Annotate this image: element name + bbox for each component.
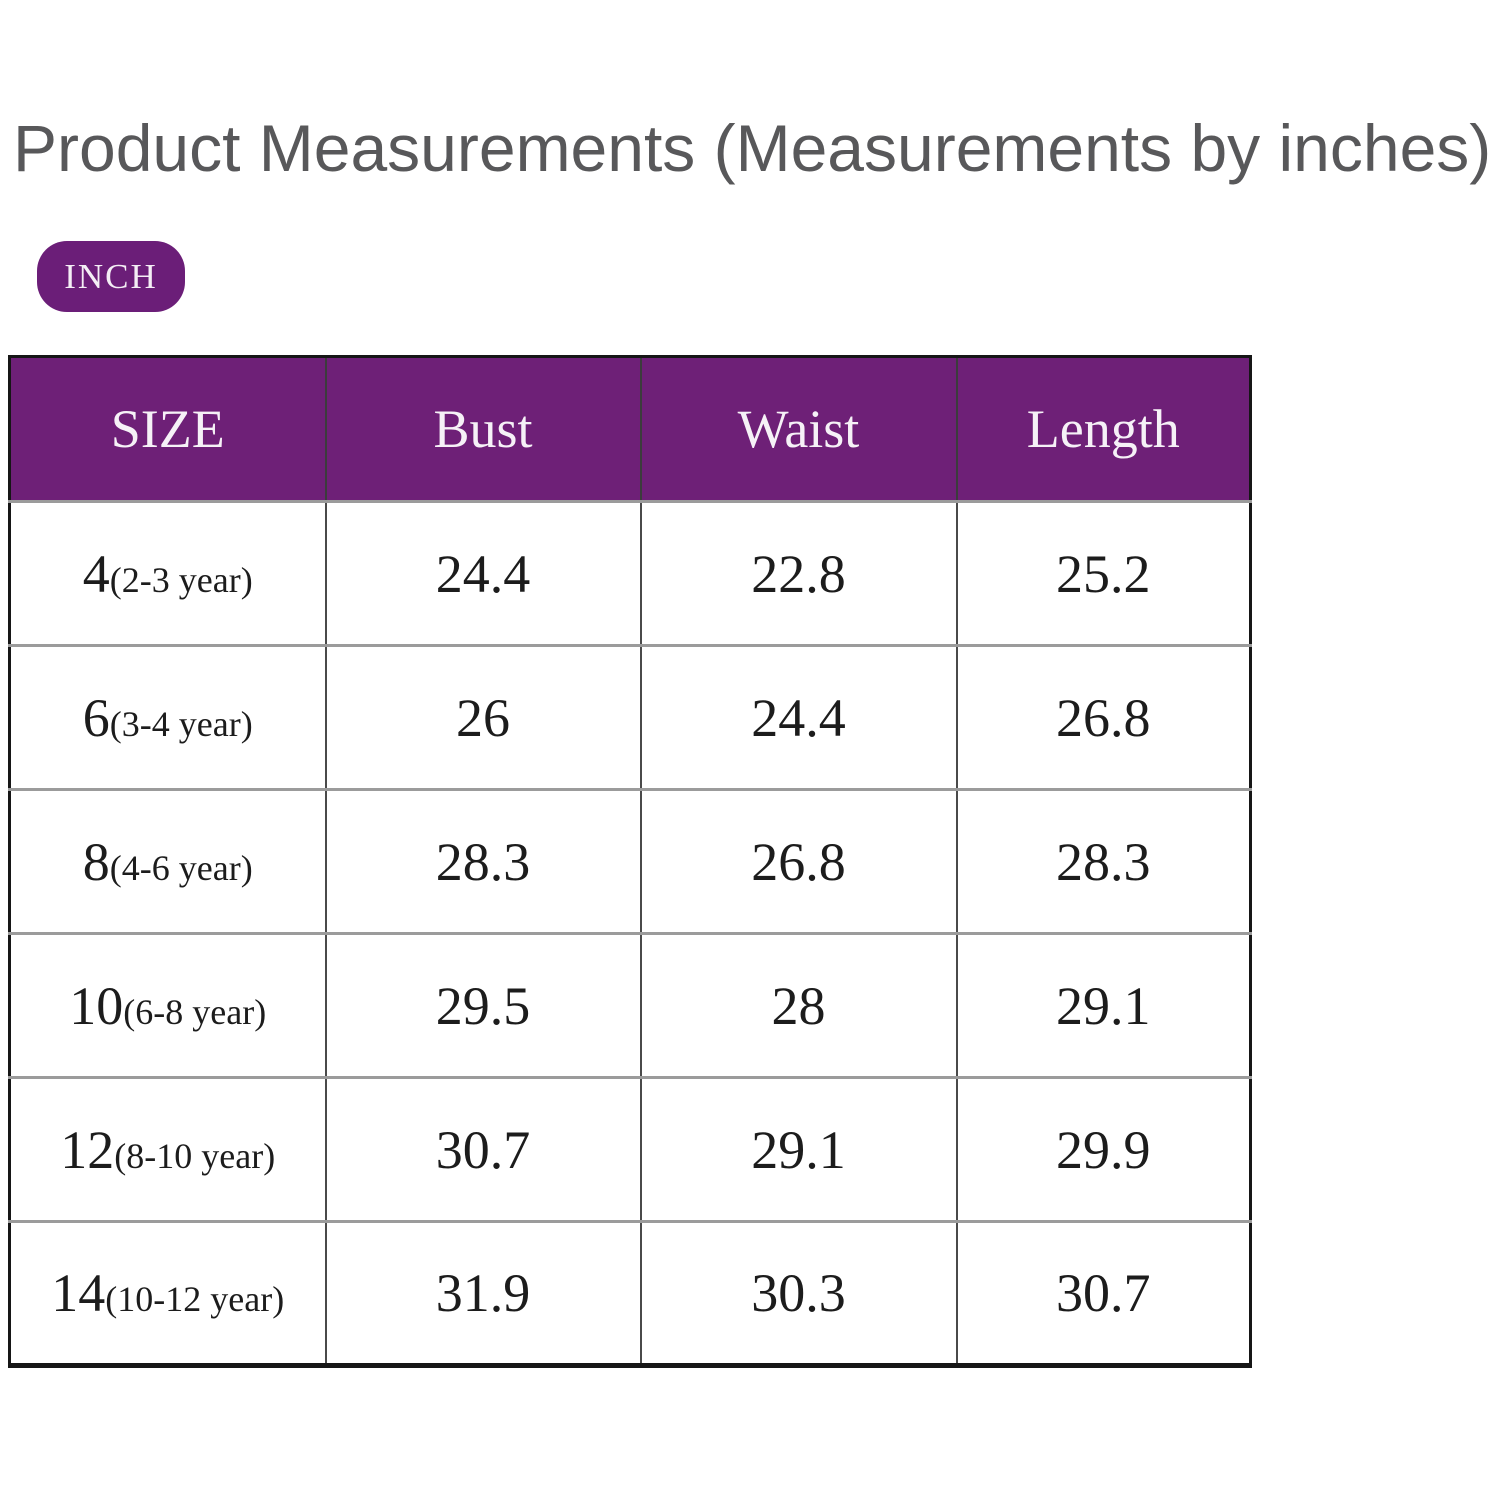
- bust-cell: 30.7: [324, 1076, 641, 1222]
- size-number: 6: [82, 687, 110, 748]
- waist-cell: 24.4: [639, 644, 957, 790]
- column-header-waist: Waist: [639, 356, 957, 502]
- column-header-bust: Bust: [324, 356, 641, 502]
- table-row: 8(4-6 year) 28.3 26.8 28.3: [9, 788, 1251, 934]
- table-row: 10(6-8 year) 29.5 28 29.1: [9, 932, 1251, 1078]
- table-row: 14(10-12 year) 31.9 30.3 30.7: [9, 1220, 1251, 1366]
- bust-cell: 31.9: [324, 1220, 641, 1366]
- size-cell: 12(8-10 year): [9, 1076, 326, 1222]
- bust-cell: 29.5: [324, 932, 641, 1078]
- size-cell: 6(3-4 year): [9, 644, 326, 790]
- bust-cell: 28.3: [324, 788, 641, 934]
- size-age-range: (10-12 year): [105, 1279, 285, 1319]
- header-row: SIZE Bust Waist Length: [9, 356, 1251, 502]
- waist-cell: 29.1: [639, 1076, 957, 1222]
- unit-badge-label: INCH: [64, 256, 158, 296]
- size-number: 10: [69, 975, 124, 1036]
- length-cell: 29.9: [955, 1076, 1251, 1222]
- waist-cell: 28: [639, 932, 957, 1078]
- size-number: 12: [60, 1119, 115, 1180]
- measurements-table: SIZE Bust Waist Length 4(2-3 year) 24.4 …: [8, 355, 1252, 1368]
- length-cell: 29.1: [955, 932, 1251, 1078]
- length-cell: 28.3: [955, 788, 1251, 934]
- waist-cell: 30.3: [639, 1220, 957, 1366]
- waist-cell: 22.8: [639, 500, 957, 646]
- table-row: 4(2-3 year) 24.4 22.8 25.2: [9, 500, 1251, 646]
- table-row: 6(3-4 year) 26 24.4 26.8: [9, 644, 1251, 790]
- size-age-range: (4-6 year): [109, 847, 253, 888]
- size-number: 4: [82, 543, 110, 604]
- size-age-range: (3-4 year): [109, 703, 253, 744]
- bust-cell: 26: [324, 644, 641, 790]
- table-row: 12(8-10 year) 30.7 29.1 29.9: [9, 1076, 1251, 1222]
- length-cell: 25.2: [955, 500, 1251, 646]
- size-cell: 14(10-12 year): [9, 1220, 326, 1366]
- size-cell: 8(4-6 year): [9, 788, 326, 934]
- size-cell: 10(6-8 year): [9, 932, 326, 1078]
- unit-inch-badge[interactable]: INCH: [37, 241, 185, 312]
- page-title: Product Measurements (Measurements by in…: [13, 111, 1492, 185]
- size-age-range: (6-8 year): [123, 991, 267, 1032]
- size-age-range: (2-3 year): [109, 559, 253, 600]
- column-header-length: Length: [955, 356, 1251, 502]
- size-age-range: (8-10 year): [114, 1135, 276, 1176]
- length-cell: 30.7: [955, 1220, 1251, 1366]
- length-cell: 26.8: [955, 644, 1251, 790]
- waist-cell: 26.8: [639, 788, 957, 934]
- column-header-size: SIZE: [9, 356, 326, 502]
- size-cell: 4(2-3 year): [9, 500, 326, 646]
- bust-cell: 24.4: [324, 500, 641, 646]
- size-number: 14: [51, 1263, 106, 1323]
- size-number: 8: [82, 831, 110, 892]
